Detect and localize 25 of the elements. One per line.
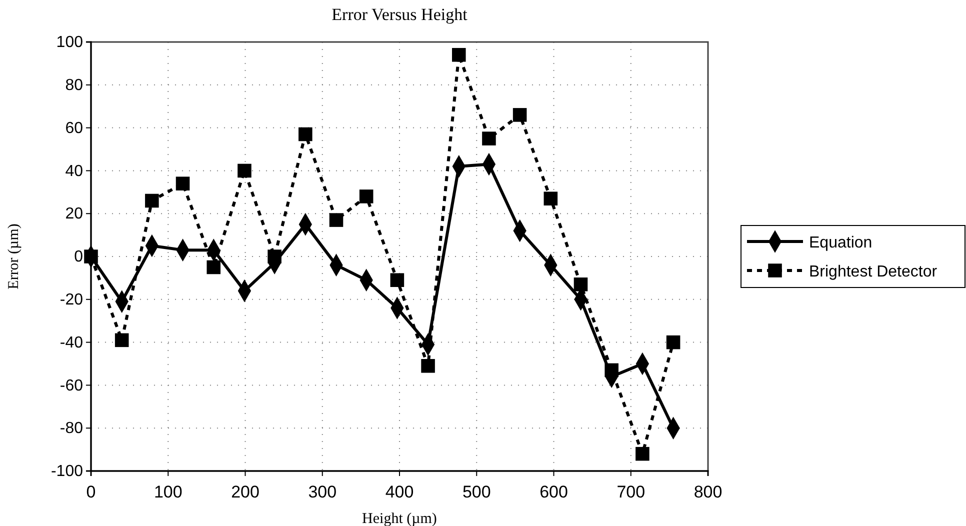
y-tick-label: -80 [60, 420, 84, 438]
x-tick-label: 600 [540, 482, 568, 502]
y-axis-title: Error (µm) [6, 224, 22, 290]
chart-title: Error Versus Height [332, 5, 468, 24]
legend-label: Equation [809, 234, 872, 252]
x-tick-label: 500 [462, 482, 491, 502]
y-tick-label: 40 [65, 162, 84, 180]
x-tick-label: 300 [308, 482, 337, 502]
x-tick-label: 400 [385, 482, 414, 502]
x-tick-label: 100 [154, 482, 182, 502]
y-tick-label: 20 [65, 206, 84, 223]
y-tick-label: 60 [65, 120, 84, 137]
x-tick-label: 800 [694, 482, 722, 502]
x-tick-label: 0 [86, 482, 96, 502]
x-axis-title: Height (µm) [362, 511, 437, 526]
y-tick-label: -60 [60, 377, 84, 394]
x-tick-label: 200 [231, 482, 260, 502]
y-tick-label: -20 [60, 292, 84, 309]
y-tick-label: 100 [56, 34, 84, 52]
y-tick-label: 0 [74, 248, 84, 266]
legend-label: Brightest Detector [809, 264, 938, 280]
y-tick-label: -100 [50, 463, 84, 480]
x-tick-label: 700 [616, 482, 646, 502]
y-tick-label: 80 [65, 77, 84, 94]
y-tick-label: -40 [60, 334, 84, 352]
